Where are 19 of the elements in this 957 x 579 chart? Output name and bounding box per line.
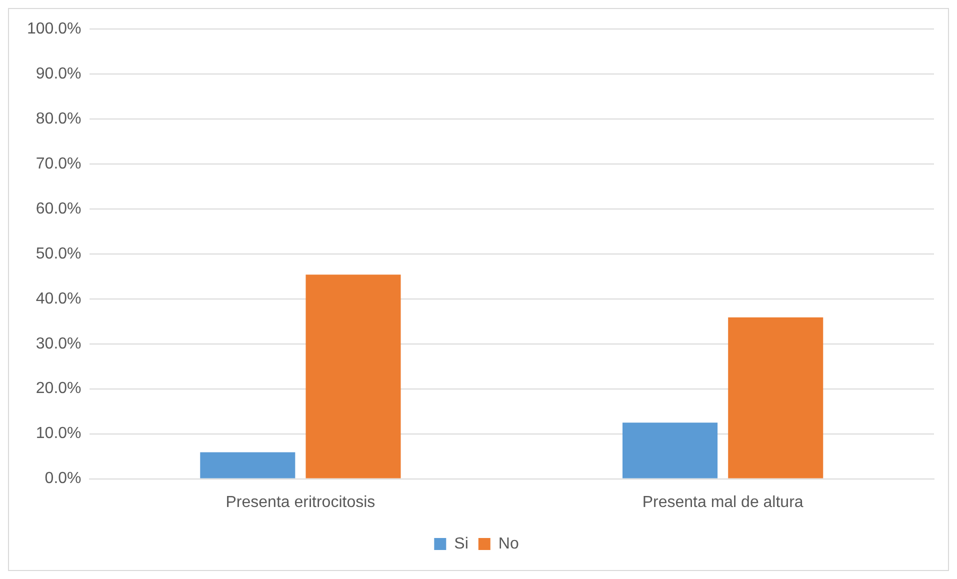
y-tick-label: 100.0%: [27, 20, 82, 38]
y-tick-label: 20.0%: [36, 380, 82, 398]
y-tick-label: 50.0%: [36, 245, 82, 262]
bar: [728, 317, 824, 478]
x-tick-label: Presenta mal de altura: [642, 494, 804, 511]
y-tick-label: 0.0%: [44, 470, 82, 488]
bar: [306, 274, 401, 478]
y-tick-label: 60.0%: [36, 200, 82, 218]
y-tick-label: 30.0%: [36, 335, 82, 352]
y-tick-label: 10.0%: [36, 425, 82, 442]
bar: [200, 452, 296, 478]
x-tick-label: Presenta eritrocitosis: [226, 494, 376, 511]
y-tick-label: 40.0%: [36, 290, 82, 308]
y-tick-label: 70.0%: [36, 155, 82, 172]
y-tick-label: 80.0%: [36, 110, 82, 128]
legend-label: Si: [454, 535, 468, 552]
legend-label: No: [498, 535, 519, 552]
y-tick-label: 90.0%: [36, 65, 82, 82]
bar: [622, 422, 718, 478]
